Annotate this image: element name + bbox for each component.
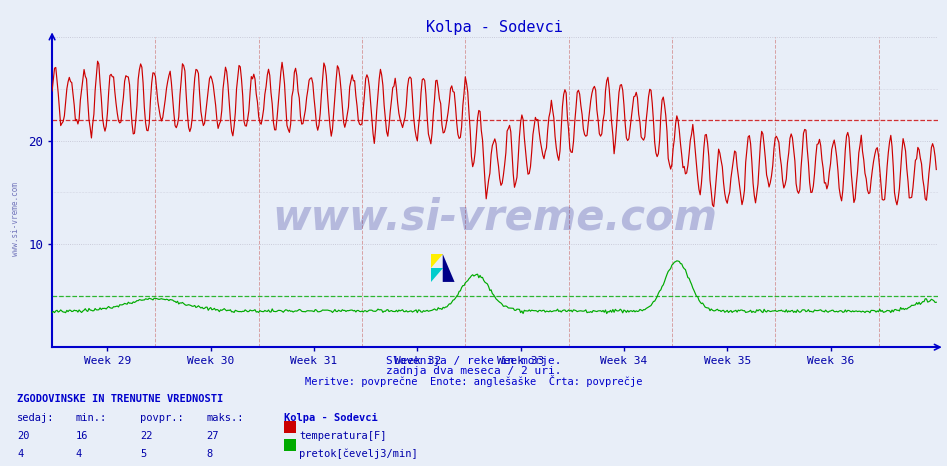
Text: Kolpa - Sodevci: Kolpa - Sodevci — [284, 413, 378, 424]
Polygon shape — [431, 268, 443, 282]
Text: Slovenija / reke in morje.: Slovenija / reke in morje. — [385, 356, 562, 366]
Text: maks.:: maks.: — [206, 413, 244, 423]
Text: 4: 4 — [76, 449, 82, 459]
Text: www.si-vreme.com: www.si-vreme.com — [273, 196, 717, 238]
Text: 20: 20 — [17, 431, 29, 441]
Text: sedaj:: sedaj: — [17, 413, 55, 423]
Title: Kolpa - Sodevci: Kolpa - Sodevci — [426, 20, 563, 35]
Text: min.:: min.: — [76, 413, 107, 423]
Text: 27: 27 — [206, 431, 219, 441]
Text: Meritve: povprečne  Enote: anglešaške  Črta: povprečje: Meritve: povprečne Enote: anglešaške Črt… — [305, 375, 642, 387]
Text: ZGODOVINSKE IN TRENUTNE VREDNOSTI: ZGODOVINSKE IN TRENUTNE VREDNOSTI — [17, 394, 223, 404]
Text: 5: 5 — [140, 449, 147, 459]
Text: zadnja dva meseca / 2 uri.: zadnja dva meseca / 2 uri. — [385, 366, 562, 376]
Polygon shape — [443, 254, 455, 282]
Polygon shape — [431, 254, 443, 268]
Text: povpr.:: povpr.: — [140, 413, 184, 423]
Text: 16: 16 — [76, 431, 88, 441]
Text: temperatura[F]: temperatura[F] — [299, 431, 386, 441]
Text: pretok[čevelj3/min]: pretok[čevelj3/min] — [299, 449, 418, 459]
Text: 22: 22 — [140, 431, 152, 441]
Text: 4: 4 — [17, 449, 24, 459]
Text: 8: 8 — [206, 449, 213, 459]
Text: www.si-vreme.com: www.si-vreme.com — [11, 182, 21, 256]
